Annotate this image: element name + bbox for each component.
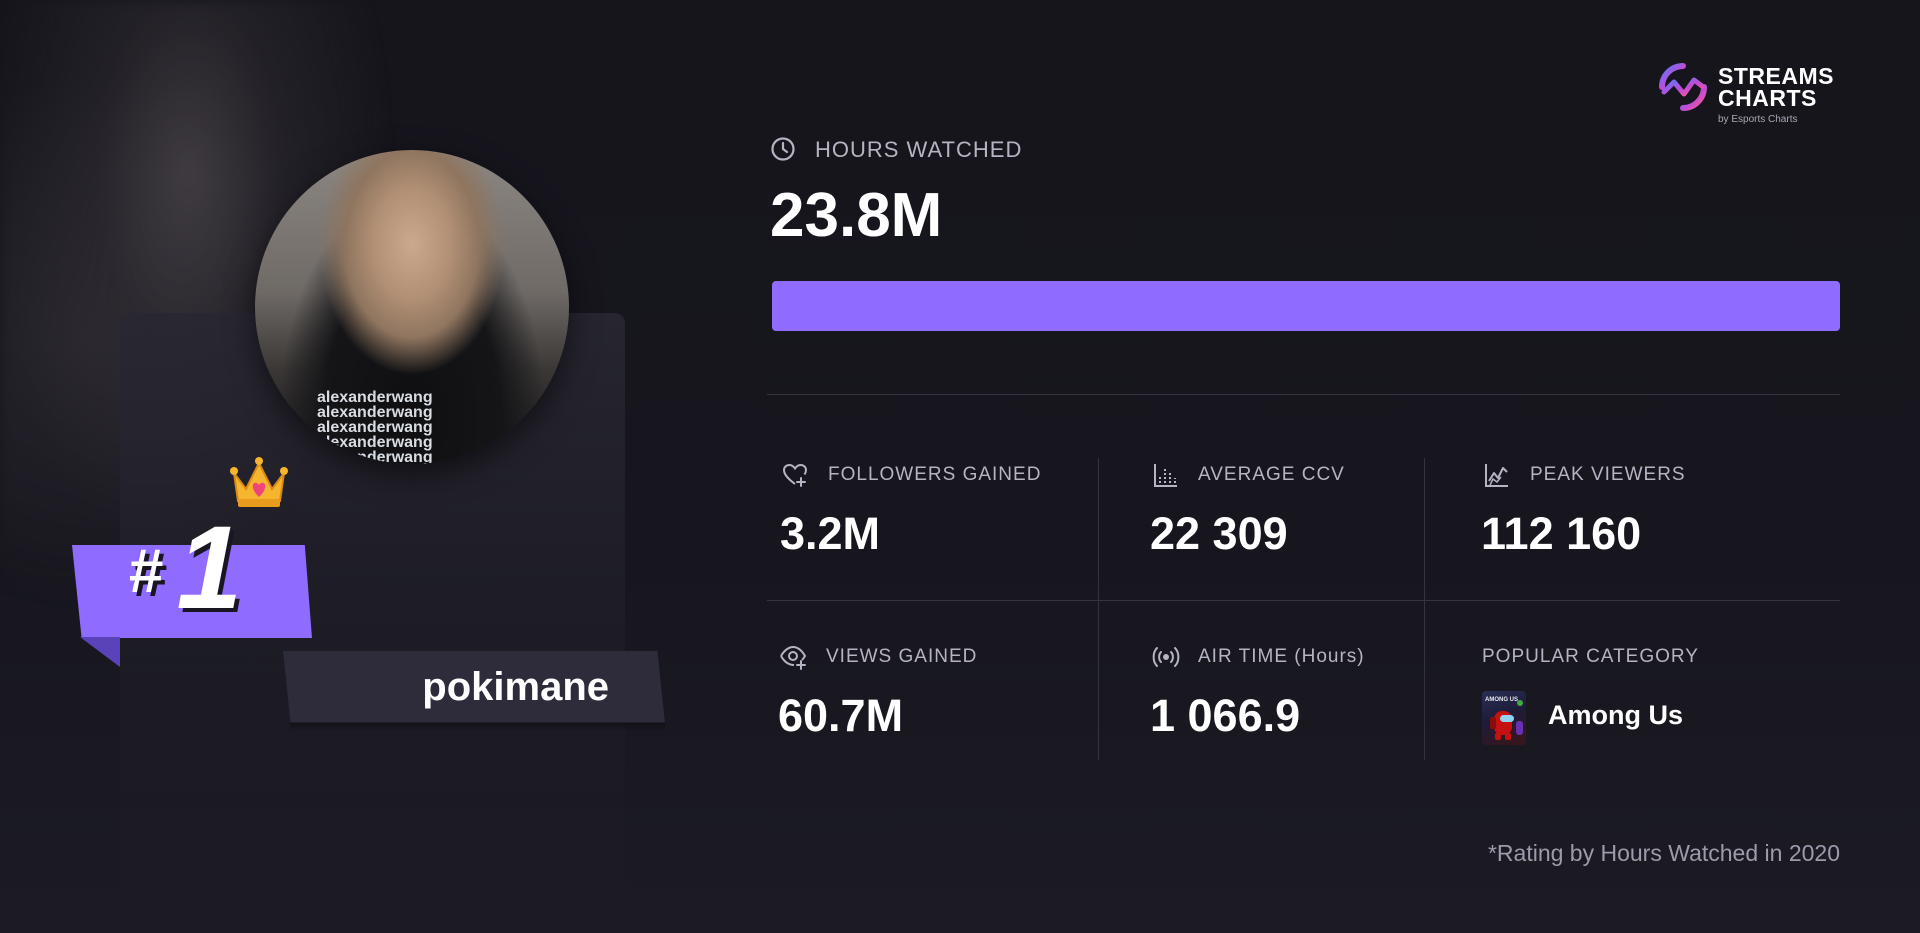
shirt-text-line: alexanderwang — [317, 419, 433, 436]
average-ccv-label: AVERAGE CCV — [1198, 464, 1345, 485]
stats-row-divider — [767, 600, 1840, 601]
views-gained-value: 60.7M — [778, 690, 904, 741]
logo-subtitle: by Esports Charts — [1718, 114, 1798, 125]
rank-badge: #1 — [128, 500, 242, 636]
hours-watched-label: HOURS WATCHED — [815, 137, 1023, 162]
peak-viewers-value: 112 160 — [1481, 508, 1642, 559]
section-divider — [767, 394, 1840, 395]
category-thumbnail: AMONG US — [1482, 691, 1526, 745]
clock-icon — [771, 137, 795, 161]
shirt-text-line: alexanderwang — [317, 449, 433, 465]
views-gained-label: VIEWS GAINED — [826, 646, 978, 667]
name-plate — [283, 651, 665, 723]
average-ccv-value: 22 309 — [1150, 508, 1288, 559]
stats-column-divider — [1098, 458, 1099, 760]
logo-text-charts: CHARTS — [1718, 85, 1817, 111]
avatar-shirt-print: alexanderwang alexanderwang alexanderwan… — [317, 389, 433, 465]
followers-gained-label: FOLLOWERS GAINED — [828, 464, 1042, 485]
shirt-text-line: alexanderwang — [317, 434, 433, 451]
logo-text-streams: STREAMS — [1718, 63, 1834, 89]
air-time-label: AIR TIME (Hours) — [1198, 646, 1365, 667]
heart-plus-icon — [782, 463, 808, 487]
hours-watched-bar — [772, 281, 1840, 331]
among-us-crewmate-icon: AMONG US — [1485, 697, 1523, 740]
rank-ribbon-fold — [80, 637, 120, 667]
bar-chart-icon — [1154, 464, 1177, 487]
crown-icon — [230, 457, 288, 507]
eye-plus-icon — [780, 645, 807, 670]
stats-column-divider — [1424, 458, 1425, 760]
popular-category-label: POPULAR CATEGORY — [1482, 646, 1699, 667]
streams-charts-logo: STREAMS CHARTS by Esports Charts — [1658, 62, 1848, 128]
streamer-avatar: alexanderwang alexanderwang alexanderwan… — [255, 150, 569, 464]
broadcast-icon — [1152, 647, 1180, 667]
rank-hash: # — [128, 537, 163, 606]
shirt-text-line: alexanderwang — [317, 389, 433, 406]
streamer-name: pokimane — [422, 665, 609, 709]
rank-ribbon — [72, 545, 312, 638]
popular-category-name: Among Us — [1548, 700, 1683, 730]
name-plate-shadow — [290, 722, 665, 732]
peak-viewers-label: PEAK VIEWERS — [1530, 464, 1686, 485]
hours-watched-value: 23.8M — [770, 181, 943, 250]
category-thumbnail-text: AMONG US — [1485, 697, 1518, 703]
streams-charts-logo-icon — [1659, 63, 1707, 111]
hours-watched-bar-fill — [772, 281, 1840, 331]
air-time-value: 1 066.9 — [1150, 690, 1301, 741]
shirt-text-line: alexanderwang — [317, 404, 433, 421]
followers-gained-value: 3.2M — [780, 508, 881, 559]
rating-footnote: *Rating by Hours Watched in 2020 — [1487, 840, 1840, 866]
peak-chart-icon — [1485, 464, 1508, 487]
rank-number: 1 — [176, 502, 242, 634]
